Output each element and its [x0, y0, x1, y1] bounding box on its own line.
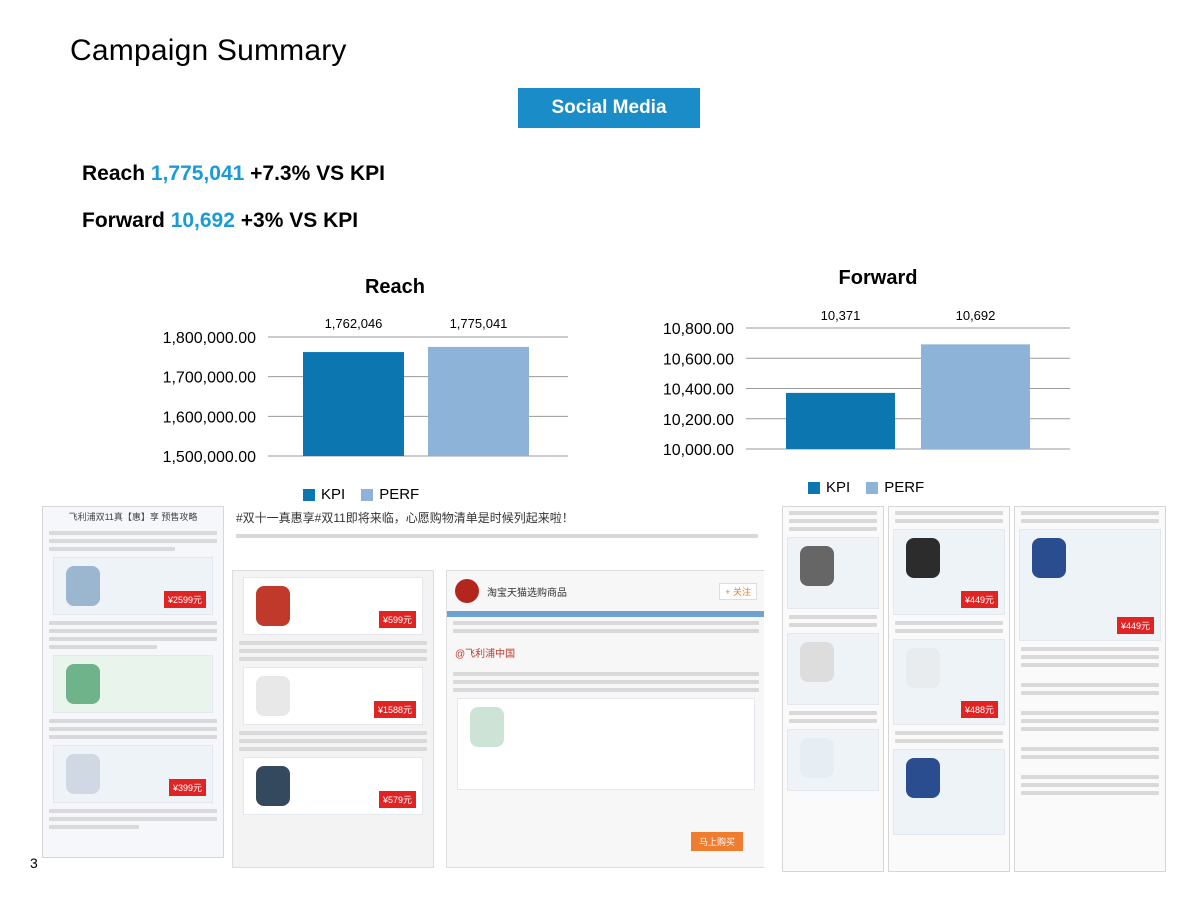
reach-legend-kpi: KPI — [303, 486, 345, 503]
product-feed-screenshot-3: ¥449元 — [1014, 506, 1166, 872]
reach-legend: KPI PERF — [303, 486, 419, 503]
forward-chart: 10,000.00 10,200.00 10,400.00 10,600.00 10,8… — [663, 308, 1070, 459]
price-tag: ¥1588元 — [373, 701, 416, 718]
forward-chart-title: Forward — [838, 267, 918, 289]
product-card — [787, 729, 879, 791]
weibo-right-panel: 淘宝天猫选购商品 + 关注 @飞利浦中国 马上购买 — [446, 570, 764, 868]
bar-perf — [428, 346, 529, 456]
page-number: 3 — [30, 855, 38, 871]
y-tick-label: 1,700,000.00 — [163, 370, 257, 387]
product-feed-screenshot-1 — [782, 506, 884, 872]
reach-summary-label: Reach — [82, 162, 146, 185]
wechat-article-screenshot: 飞利浦双11真【惠】享 预售攻略 ¥2599元 ¥399元 — [42, 506, 224, 858]
forward-legend-kpi: KPI — [808, 479, 850, 496]
weibo-post-screenshot: #双十一真惠享#双11即将来临，心愿购物清单是时候列起来啦！ ¥599元 ¥15… — [232, 506, 764, 868]
y-tick-label: 1,600,000.00 — [163, 409, 257, 426]
weibo-account-name: 淘宝天猫选购商品 — [487, 587, 567, 599]
bar-kpi — [786, 392, 895, 449]
weibo-left-panel: ¥599元 ¥1588元 ¥579元 — [232, 570, 434, 868]
forward-summary-label: Forward — [82, 209, 165, 232]
product-card: ¥1588元 — [243, 667, 423, 725]
product-card — [457, 698, 755, 790]
y-tick-label: 10,800.00 — [663, 321, 734, 338]
social-media-badge: Social Media — [518, 88, 700, 128]
forward-legend-perf-label: PERF — [884, 479, 925, 496]
y-tick-label: 1,500,000.00 — [163, 449, 257, 466]
product-card: ¥599元 — [243, 577, 423, 635]
bar-perf — [921, 344, 1030, 449]
y-tick-label: 10,200.00 — [663, 412, 734, 429]
y-tick-label: 10,400.00 — [663, 382, 734, 399]
price-tag: ¥2599元 — [163, 591, 206, 608]
weibo-user[interactable]: @飞利浦中国 — [455, 649, 516, 660]
data-label: 10,371 — [821, 308, 861, 323]
forward-legend-perf: PERF — [866, 479, 924, 496]
legend-swatch-perf — [361, 488, 374, 501]
price-tag: ¥579元 — [378, 791, 416, 808]
price-tag: ¥449元 — [1116, 617, 1154, 634]
weibo-avatar — [455, 579, 479, 603]
weibo-caption: #双十一真惠享#双11即将来临，心愿购物清单是时候列起来啦！ — [236, 511, 574, 525]
price-tag: ¥599元 — [378, 611, 416, 628]
data-label: 10,692 — [956, 308, 996, 323]
product-card — [787, 537, 879, 609]
y-tick-label: 1,800,000.00 — [163, 330, 257, 347]
product-feed-screenshot-2: ¥449元 ¥488元 — [888, 506, 1010, 872]
page-title: Campaign Summary — [70, 34, 347, 67]
wechat-article-header: 飞利浦双11真【惠】享 预售攻略 — [68, 512, 198, 522]
product-card: ¥449元 — [893, 529, 1005, 615]
reach-legend-kpi-label: KPI — [321, 486, 346, 503]
data-label: 1,762,046 — [325, 316, 383, 331]
forward-summary: Forward 10,692 +3% VS KPI — [82, 209, 358, 233]
bar-kpi — [303, 352, 404, 456]
product-card: ¥579元 — [243, 757, 423, 815]
reach-summary: Reach 1,775,041 +7.3% VS KPI — [82, 162, 385, 186]
price-tag: ¥449元 — [960, 591, 998, 608]
buy-now-button[interactable]: 马上购买 — [690, 832, 743, 851]
price-tag: ¥488元 — [960, 701, 998, 718]
reach-chart: 1,500,000.00 1,600,000.00 1,700,000.00 1,80… — [163, 316, 568, 466]
legend-swatch-kpi — [303, 488, 315, 501]
product-card: ¥449元 — [1019, 529, 1161, 641]
reach-legend-perf-label: PERF — [379, 486, 420, 503]
reach-summary-delta: +7.3% VS KPI — [250, 162, 385, 185]
forward-summary-delta: +3% VS KPI — [240, 209, 359, 232]
reach-summary-value: 1,775,041 — [150, 162, 245, 185]
follow-button[interactable]: + 关注 — [719, 582, 757, 600]
product-card: ¥488元 — [893, 639, 1005, 725]
product-card: ¥2599元 — [53, 557, 213, 615]
y-tick-label: 10,600.00 — [663, 351, 734, 368]
forward-summary-value: 10,692 — [170, 209, 235, 232]
product-card: ¥399元 — [53, 745, 213, 803]
product-card — [53, 655, 213, 713]
forward-legend: KPI PERF — [808, 479, 924, 496]
reach-chart-title: Reach — [364, 276, 426, 298]
reach-legend-perf: PERF — [361, 486, 419, 503]
data-label: 1,775,041 — [450, 316, 508, 331]
product-card — [787, 633, 879, 705]
forward-legend-kpi-label: KPI — [826, 479, 851, 496]
legend-swatch-kpi — [808, 481, 820, 494]
product-card — [893, 749, 1005, 835]
y-tick-label: 10,000.00 — [663, 442, 734, 459]
price-tag: ¥399元 — [168, 779, 206, 796]
legend-swatch-perf — [866, 481, 879, 494]
